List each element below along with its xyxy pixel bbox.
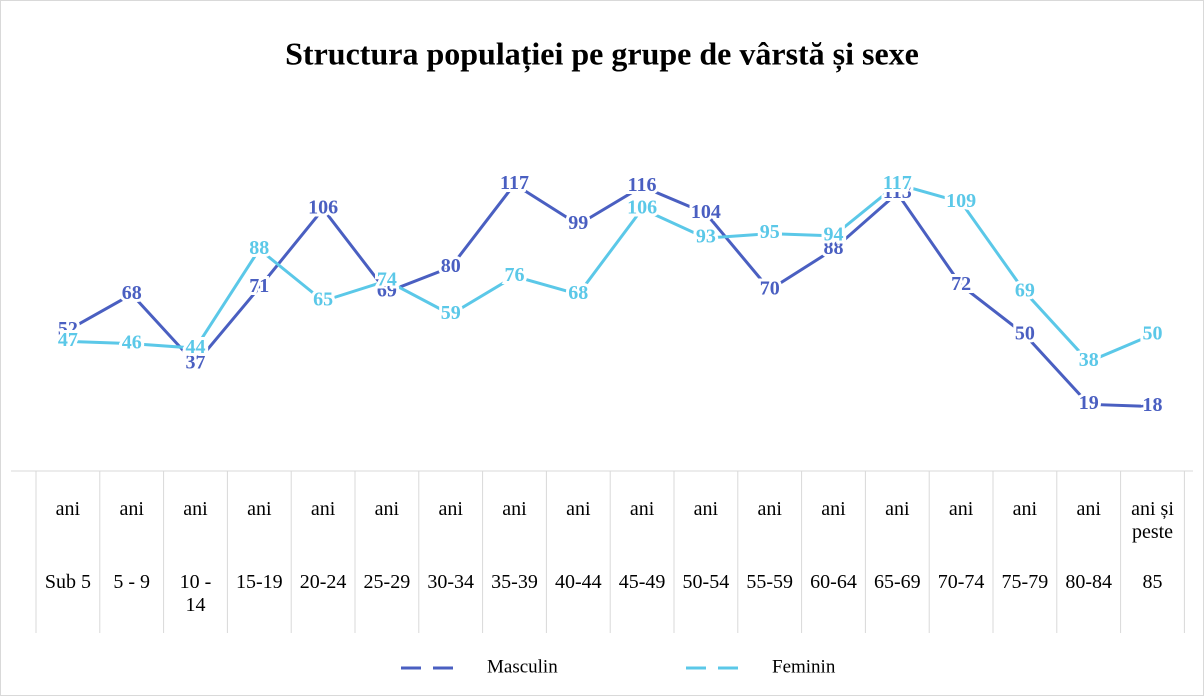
data-label: 50 [1015, 322, 1035, 344]
data-label: 76 [505, 264, 525, 286]
x-tick-label: 40-44 [554, 571, 602, 593]
x-tick-label: 65-69 [873, 571, 921, 593]
x-tick-label: 45-49 [618, 571, 666, 593]
legend-label: Feminin [772, 656, 836, 677]
data-label: 50 [1143, 322, 1163, 344]
x-tick-label: ani [693, 498, 719, 520]
x-tick-label: 50-54 [682, 571, 730, 593]
x-tick-label: 60-64 [810, 571, 857, 593]
data-label: 99 [568, 212, 588, 234]
data-label: 106 [627, 197, 657, 219]
data-label: 109 [946, 190, 976, 212]
x-tick-label: ani [1076, 498, 1101, 520]
x-tick-label: ani [55, 498, 81, 520]
data-label: 52 [58, 318, 78, 340]
x-tick-label: 15-19 [235, 571, 283, 593]
data-label: 88 [249, 237, 269, 259]
x-tick-label: ani [566, 498, 591, 520]
legend-label: Masculin [487, 656, 558, 677]
data-label: 106 [308, 197, 338, 219]
data-label: 93 [696, 226, 716, 248]
x-tick-label: ani [438, 498, 463, 520]
data-label: 68 [122, 282, 142, 304]
x-tick-label: ani [1012, 498, 1038, 520]
data-label: 46 [122, 331, 142, 353]
x-tick-label: ani [821, 498, 846, 520]
data-label: 116 [628, 174, 657, 196]
series-line [67, 182, 1154, 364]
data-label: 113 [883, 181, 912, 203]
x-tick-label: 75-79 [1001, 571, 1049, 593]
data-label: 94 [824, 223, 844, 245]
data-label: 71 [249, 275, 269, 297]
data-label: 117 [883, 172, 912, 194]
data-label: 68 [568, 282, 588, 304]
x-tick-label: 35-39 [491, 571, 538, 593]
x-tick-label: ani [885, 498, 910, 520]
data-label: 95 [760, 221, 780, 243]
x-tick-label: ani [502, 498, 527, 520]
x-tick-label: 55-59 [746, 571, 794, 593]
x-tick-label: 70-74 [937, 571, 985, 593]
data-label: 117 [500, 172, 529, 194]
data-label: 74 [377, 268, 397, 290]
x-tick-label: ani [757, 498, 782, 520]
data-label: 65 [313, 289, 333, 311]
x-tick-label: 25-29 [363, 571, 411, 593]
x-tick-label: ani [247, 498, 272, 520]
data-label: 18 [1143, 394, 1163, 416]
x-tick-label: 5 - 9 [113, 571, 151, 593]
data-label: 104 [691, 201, 721, 223]
x-tick-label: 80-84 [1065, 571, 1113, 593]
data-label: 80 [441, 255, 461, 277]
data-label: 59 [441, 302, 461, 324]
data-label: 72 [951, 273, 971, 295]
data-label: 38 [1079, 349, 1099, 371]
chart-title: Structura populației pe grupe de vârstă … [285, 35, 919, 72]
x-tick-label: ani [374, 498, 400, 520]
x-tick-label: ani [629, 498, 655, 520]
data-label: 88 [824, 237, 844, 259]
data-label: 37 [186, 351, 206, 373]
x-tick-label: 10 - 14 [179, 571, 212, 616]
x-tick-label: ani [119, 498, 144, 520]
x-tick-label: 20-24 [299, 571, 347, 593]
x-tick-label: 30-34 [427, 571, 475, 593]
data-label: 44 [186, 336, 206, 358]
data-label: 69 [377, 280, 397, 302]
series-line [67, 182, 1153, 409]
x-tick-label: ani [948, 498, 974, 520]
x-tick-label: ani [310, 498, 336, 520]
data-label: 70 [760, 277, 780, 299]
x-tick-label: ani și peste [1131, 498, 1174, 543]
data-label: 69 [1015, 280, 1035, 302]
x-tick-label: ani [183, 498, 208, 520]
data-label: 47 [58, 329, 78, 351]
data-label: 19 [1079, 392, 1099, 414]
x-tick-label: Sub 5 [44, 571, 91, 593]
x-tick-label: 85 [1142, 571, 1163, 593]
